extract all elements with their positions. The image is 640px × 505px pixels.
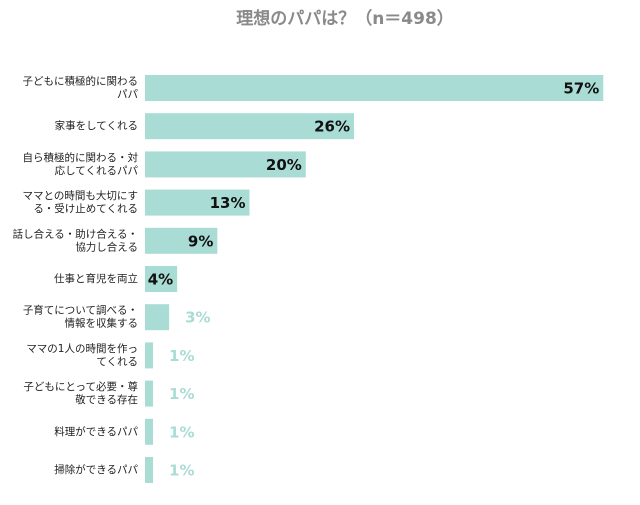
chart-title: 理想のパパは？（n＝498） (236, 8, 454, 29)
category-label: 話し合える・助け合える・協力し合える (13, 227, 138, 253)
category-label: 子育てについて調べる・情報を収集する (23, 304, 138, 330)
value-label: 1% (169, 385, 194, 403)
bar (145, 457, 154, 483)
category-label: 仕事と育児を両立 (54, 272, 138, 285)
value-label: 26% (314, 118, 350, 136)
bar (145, 380, 154, 407)
category-label: 子どもに積極的に関わるパパ (23, 75, 139, 101)
value-label: 1% (169, 423, 194, 441)
category-label: ママの1人の時間を作ってくれる (26, 343, 138, 368)
bar (145, 342, 154, 369)
value-label: 57% (563, 80, 599, 98)
category-label: 料理ができるパパ (54, 425, 138, 438)
category-label: 自ら積極的に関わる・対応してくれるパパ (23, 151, 139, 177)
bar (145, 266, 178, 292)
category-label: 掃除ができるパパ (54, 463, 138, 476)
bar (145, 151, 306, 178)
value-label: 9% (188, 232, 213, 250)
bar (145, 189, 250, 216)
value-label: 1% (169, 462, 194, 480)
category-label: 家事をしてくれる (55, 119, 138, 132)
bar (145, 113, 355, 140)
bar (145, 75, 604, 101)
value-label: 1% (169, 347, 194, 365)
bar (145, 304, 170, 331)
category-label: ママとの時間も大切にする・受け止めてくれる (23, 189, 139, 215)
value-label: 20% (266, 156, 302, 174)
bar (145, 227, 218, 254)
bar (145, 418, 154, 445)
value-label: 13% (210, 194, 246, 212)
category-label: 子どもにとって必要・尊敬できる存在 (23, 380, 138, 406)
value-label: 4% (148, 271, 173, 289)
value-label: 3% (185, 309, 210, 327)
